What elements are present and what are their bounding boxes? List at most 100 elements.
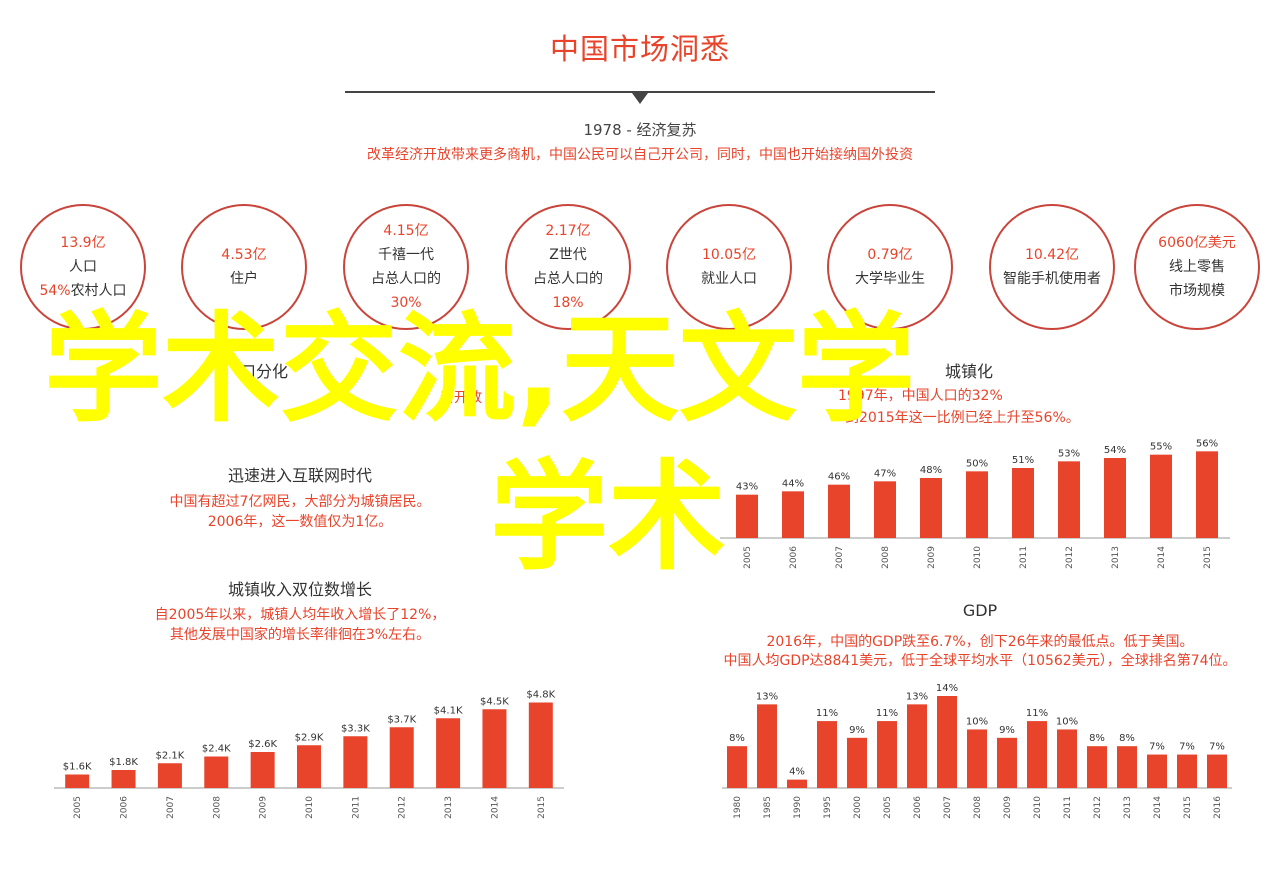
tick-label-2013: 2013 [1123,796,1133,819]
gdp-text-1: 2016年，中国的GDP跌至6.7%，创下26年来的最低点。低于美国。 [766,634,1194,650]
income-text-2: 其他发展中国家的增长率徘徊在3%左右。 [169,627,431,643]
stat-circle-4-line-1: 2.17亿 [545,223,591,239]
stat-circle-1: 13.9亿 人口 54%农村人口 [20,204,146,330]
data-label-2013: 54% [1104,445,1126,456]
bar-2006 [111,770,136,788]
data-label-1990: 4% [789,767,805,778]
tick-label-2010: 2010 [1033,796,1043,819]
data-label-2012: $3.7K [387,714,416,725]
data-label-2000: 9% [849,725,865,736]
tick-label-2009: 2009 [1003,796,1013,819]
data-label-1985: 13% [756,691,778,702]
stat-circle-3-line-3: 占总人口的 [371,271,441,287]
data-label-2011: 51% [1012,455,1034,466]
data-label-2008: 10% [966,716,988,727]
data-label-2008: $2.4K [202,744,231,755]
bar-2006 [907,704,927,788]
bar-2011 [1012,468,1034,538]
stat-circle-5: 10.05亿 就业人口 [666,204,792,330]
bar-2012 [1087,746,1107,788]
stat-circle-4-line-4: 18% [552,295,584,311]
data-label-2005: 43% [736,482,758,493]
data-label-2014: 55% [1150,442,1172,453]
data-label-2012: 53% [1058,448,1080,459]
bar-2012 [1058,461,1080,538]
gdp-title: GDP [962,601,998,620]
data-label-2010: 50% [966,458,988,469]
bar-2011 [1057,729,1077,788]
data-label-2011: $3.3K [341,723,370,734]
page-title: 中国市场洞悉 [549,32,730,66]
tick-label-2008: 2008 [881,546,891,569]
bar-2009 [920,478,942,538]
tick-label-2005: 2005 [883,796,893,819]
stat-circle-8-line-3: 市场规模 [1169,283,1225,299]
tick-label-2010: 2010 [973,546,983,569]
tick-label-2006: 2006 [120,796,130,819]
tick-label-2011: 2011 [351,796,361,819]
tick-label-2014: 2014 [1157,546,1167,569]
tick-label-1995: 1995 [823,796,833,819]
bar-2009 [250,752,275,788]
data-label-2006: 44% [782,478,804,489]
tick-label-1990: 1990 [793,796,803,819]
bar-2005 [877,721,897,788]
data-label-2011: 10% [1056,716,1078,727]
data-label-2012: 8% [1089,733,1105,744]
bar-2007 [937,696,957,788]
stat-circle-6-line-1: 0.79亿 [867,247,913,263]
tick-label-2012: 2012 [398,796,408,819]
internet-title: 迅速进入互联网时代 [227,466,372,485]
tick-label-2015: 2015 [1183,796,1193,819]
income-title: 城镇收入双位数增长 [227,580,372,599]
stat-circle-7-line-2: 智能手机使用者 [1003,271,1101,287]
tick-label-2011: 2011 [1063,796,1073,819]
era-subheading: 1978 - 经济复苏 [583,121,697,139]
tick-label-1980: 1980 [733,796,743,819]
data-label-2010: $2.9K [295,732,324,743]
stat-circle-2-line-2: 住户 [230,271,258,287]
data-label-2007: 46% [828,472,850,483]
tick-label-2007: 2007 [835,546,845,569]
data-label-2013: 8% [1119,733,1135,744]
data-label-2007: $2.1K [155,750,184,761]
stat-circle-7-line-1: 10.42亿 [1024,247,1080,263]
stat-circle-6: 0.79亿 大学毕业生 [827,204,953,330]
data-label-2013: $4.1K [434,705,463,716]
internet-text-2: 2006年，这一数值仅为1亿。 [207,514,393,530]
tick-label-2007: 2007 [166,796,176,819]
data-label-2016: 7% [1209,742,1225,753]
data-label-2007: 14% [936,683,958,694]
data-label-2010: 11% [1026,708,1048,719]
tick-label-2013: 2013 [1111,546,1121,569]
bar-2006 [782,491,804,538]
stat-highlight: 54% [39,283,71,299]
bar-2014 [1147,754,1167,788]
data-label-2015: 7% [1179,742,1195,753]
bar-1985 [757,704,777,788]
bar-2015 [1196,451,1218,538]
stat-circle-3: 4.15亿 千禧一代 占总人口的 30% [343,204,469,330]
stat-circle-2-line-1: 4.53亿 [221,247,267,263]
tick-label-2007: 2007 [943,796,953,819]
urbanization-title: 城镇化 [945,362,994,381]
population-text-1a: 着开放 [440,390,482,406]
tick-label-2005: 2005 [743,546,753,569]
overlay-text-line-2: 学术 [490,448,727,586]
bar-2009 [997,737,1017,788]
stat-circle-2: 4.53亿住户 [181,204,307,330]
data-label-2009: $2.6K [248,739,277,750]
bar-2012 [389,727,414,788]
stat-circle-5-line-2: 就业人口 [701,271,757,287]
tick-label-2009: 2009 [259,796,269,819]
data-label-2015: $4.8K [526,690,555,701]
data-label-2014: $4.5K [480,696,509,707]
data-label-1995: 11% [816,708,838,719]
tick-label-2016: 2016 [1213,796,1223,819]
bar-2005 [65,774,90,788]
bar-2008 [204,756,229,788]
data-label-2006: $1.8K [109,757,138,768]
tick-label-2008: 2008 [212,796,222,819]
stat-circle-4: 2.17亿 Z世代 占总人口的 18% [505,204,631,330]
bar-1995 [817,721,837,788]
